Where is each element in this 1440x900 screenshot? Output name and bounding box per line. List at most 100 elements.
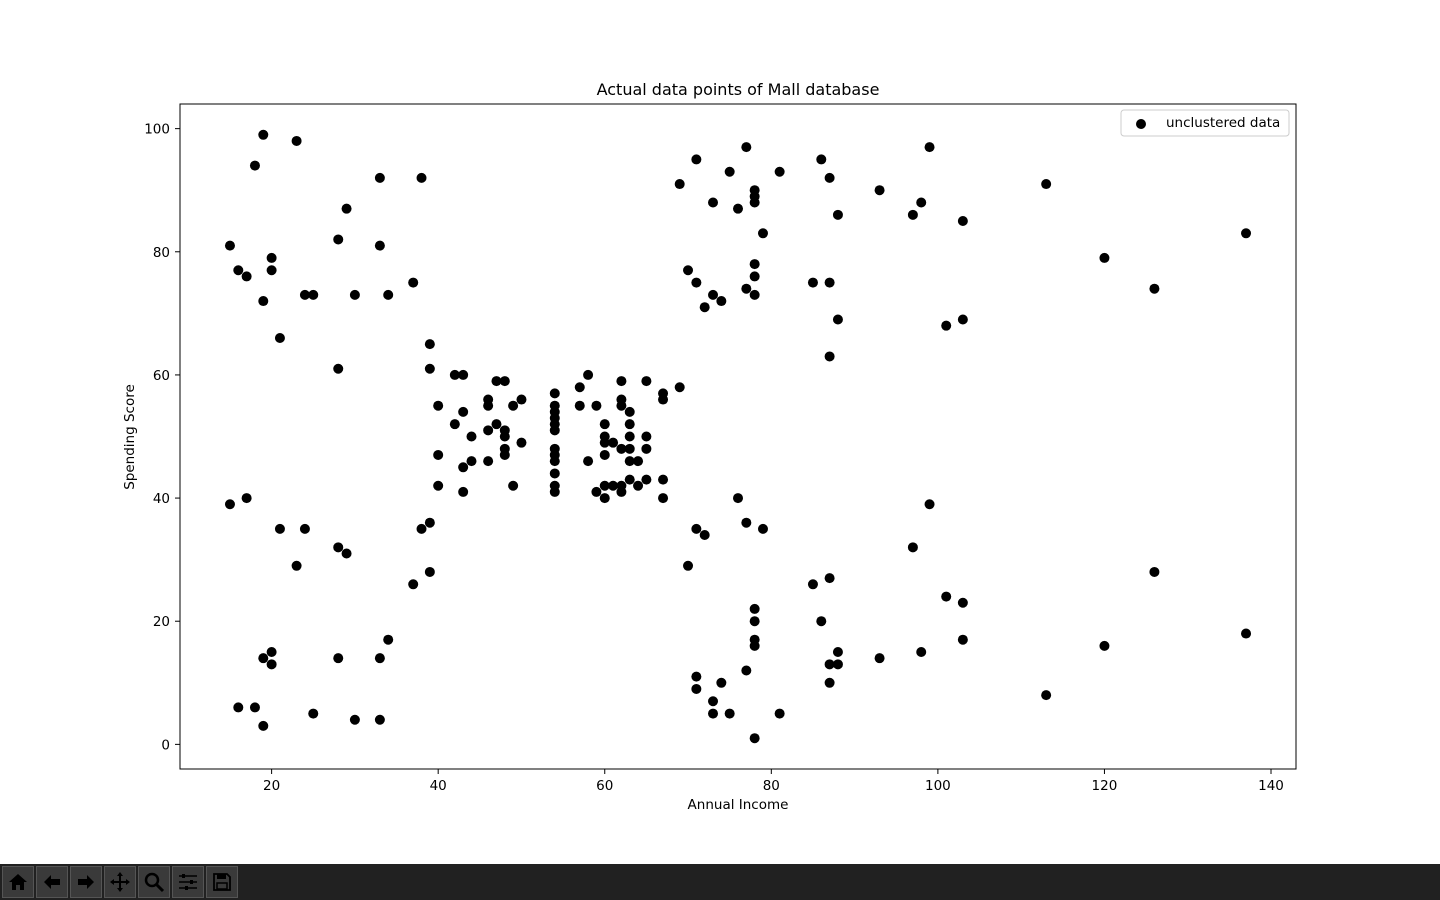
- scatter-point: [599, 419, 610, 430]
- scatter-point: [824, 277, 835, 288]
- scatter-point: [333, 542, 344, 553]
- scatter-point: [832, 659, 843, 670]
- scatter-point: [416, 172, 427, 183]
- scatter-point: [616, 394, 627, 405]
- scatter-point: [691, 523, 702, 534]
- scatter-point: [733, 203, 743, 214]
- scatter-point: [1099, 640, 1110, 651]
- scatter-point: [832, 314, 843, 325]
- scatter-point: [433, 449, 444, 460]
- scatter-point: [383, 634, 394, 645]
- scatter-point: [433, 400, 444, 411]
- x-tick-label: 80: [763, 778, 780, 794]
- scatter-point: [349, 714, 360, 725]
- x-tick-label: 20: [263, 778, 280, 794]
- y-tick-label: 100: [144, 122, 170, 138]
- legend-marker: [1136, 119, 1146, 129]
- scatter-point: [224, 499, 235, 510]
- scatter-point: [249, 160, 260, 171]
- scatter-point: [266, 647, 277, 658]
- scatter-point: [957, 634, 968, 645]
- scatter-point: [483, 456, 494, 467]
- scatter-point: [624, 431, 635, 442]
- scatter-point: [549, 400, 560, 411]
- x-axis-ticks: 20 40 60 80 100 120 140: [263, 769, 1284, 794]
- scatter-point: [807, 579, 818, 590]
- scatter-point: [249, 702, 260, 713]
- x-tick-label: 60: [596, 778, 613, 794]
- configure-subplots-icon: [179, 874, 197, 890]
- pan-button[interactable]: [104, 866, 136, 898]
- scatter-point: [458, 406, 469, 417]
- scatter-point: [716, 677, 727, 688]
- scatter-point: [641, 443, 652, 454]
- scatter-point: [941, 591, 952, 602]
- scatter-point: [741, 142, 752, 153]
- scatter-point: [658, 474, 669, 485]
- forward-button[interactable]: [70, 866, 102, 898]
- scatter-point: [699, 530, 710, 541]
- scatter-point: [491, 376, 502, 387]
- scatter-point: [549, 443, 560, 454]
- scatter-point: [308, 289, 319, 300]
- scatter-point: [333, 363, 344, 374]
- scatter-chart: Actual data points of Mall database Annu…: [122, 80, 1297, 813]
- y-tick-label: 20: [153, 614, 170, 630]
- legend-box: [1120, 109, 1290, 137]
- back-button[interactable]: [36, 866, 68, 898]
- scatter-point: [1149, 283, 1160, 294]
- scatter-point: [616, 376, 627, 387]
- scatter-point: [816, 154, 827, 165]
- scatter-point: [499, 431, 510, 442]
- scatter-point: [341, 203, 352, 214]
- scatter-point: [774, 708, 785, 719]
- data-points: [224, 129, 1252, 744]
- scatter-point: [599, 449, 610, 460]
- navigation-toolbar: [0, 864, 1440, 900]
- scatter-point: [824, 659, 835, 670]
- scatter-point: [458, 369, 469, 380]
- scatter-point: [333, 653, 344, 664]
- y-axis-ticks: 0 20 40 60 80 100: [144, 122, 180, 753]
- zoom-button[interactable]: [138, 866, 170, 898]
- zoom-magnifier-icon: [144, 872, 165, 893]
- y-axis-label: Spending Score: [122, 384, 138, 490]
- scatter-point: [299, 523, 310, 534]
- scatter-point: [874, 185, 885, 196]
- scatter-point: [1041, 179, 1052, 190]
- scatter-point: [624, 406, 635, 417]
- scatter-point: [466, 431, 477, 442]
- scatter-point: [583, 456, 594, 467]
- scatter-point: [757, 523, 768, 534]
- scatter-point: [258, 720, 269, 731]
- scatter-point: [374, 172, 385, 183]
- scatter-point: [258, 653, 269, 664]
- legend: unclustered data: [1120, 109, 1290, 137]
- configure-subplots-button[interactable]: [172, 866, 204, 898]
- figure-canvas: Actual data points of Mall database Annu…: [122, 80, 1297, 813]
- scatter-point: [233, 265, 244, 276]
- scatter-point: [741, 517, 752, 528]
- scatter-point: [424, 339, 435, 350]
- scatter-point: [749, 603, 760, 614]
- scatter-point: [749, 191, 760, 202]
- scatter-point: [699, 302, 710, 313]
- scatter-point: [874, 653, 885, 664]
- scatter-point: [508, 400, 519, 411]
- scatter-point: [907, 209, 918, 220]
- scatter-point: [374, 653, 385, 664]
- scatter-point: [574, 382, 585, 393]
- scatter-point: [349, 289, 360, 300]
- scatter-point: [1099, 252, 1110, 263]
- scatter-point: [733, 493, 743, 504]
- scatter-point: [499, 449, 510, 460]
- scatter-point: [957, 314, 968, 325]
- scatter-point: [957, 215, 968, 226]
- home-button[interactable]: [2, 866, 34, 898]
- x-axis-label: Annual Income: [688, 797, 789, 813]
- scatter-point: [549, 388, 560, 399]
- save-button[interactable]: [206, 866, 238, 898]
- scatter-point: [483, 425, 494, 436]
- scatter-point: [924, 499, 935, 510]
- scatter-point: [674, 179, 685, 190]
